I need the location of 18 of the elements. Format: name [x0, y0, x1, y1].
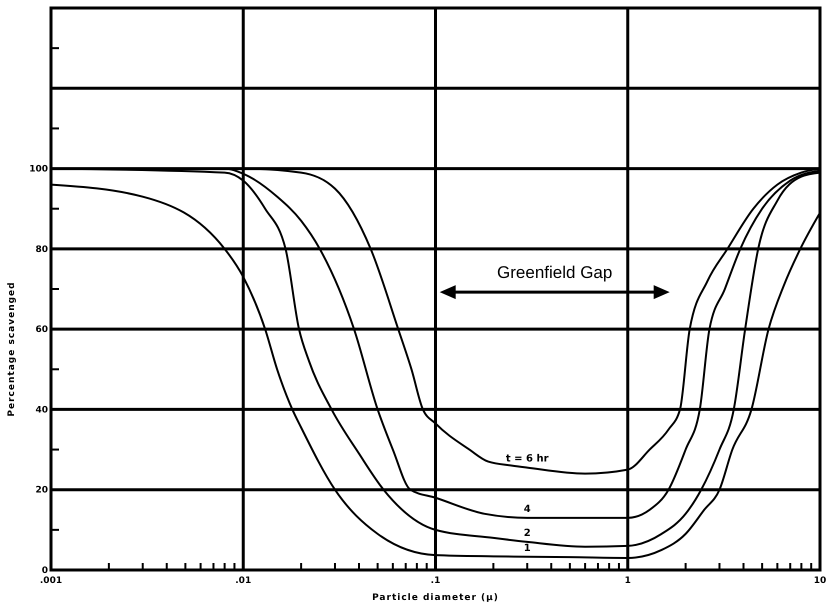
y-tick-label: 60 — [35, 325, 48, 336]
series-label: 4 — [524, 504, 531, 515]
y-tick-label: 40 — [35, 405, 48, 416]
x-tick-label: .001 — [40, 576, 62, 586]
y-tick-label: 0 — [42, 566, 48, 576]
x-tick-label: .1 — [430, 576, 440, 586]
series-label: 2 — [524, 528, 531, 539]
x-tick-label: .01 — [235, 576, 252, 586]
y-tick-label: 100 — [29, 164, 48, 175]
y-axis-title: Percentage scavenged — [7, 281, 17, 417]
x-tick-label: 10 — [814, 576, 826, 586]
series-label: 1 — [524, 542, 531, 554]
y-tick-label: 20 — [35, 486, 48, 496]
x-tick-label: 1 — [624, 576, 631, 586]
y-tick-label: 80 — [35, 244, 48, 255]
series-label: t = 6 hr — [506, 454, 549, 465]
annotation: Greenfield Gap — [497, 263, 612, 282]
x-axis-title: Particle diameter (μ) — [372, 593, 499, 603]
